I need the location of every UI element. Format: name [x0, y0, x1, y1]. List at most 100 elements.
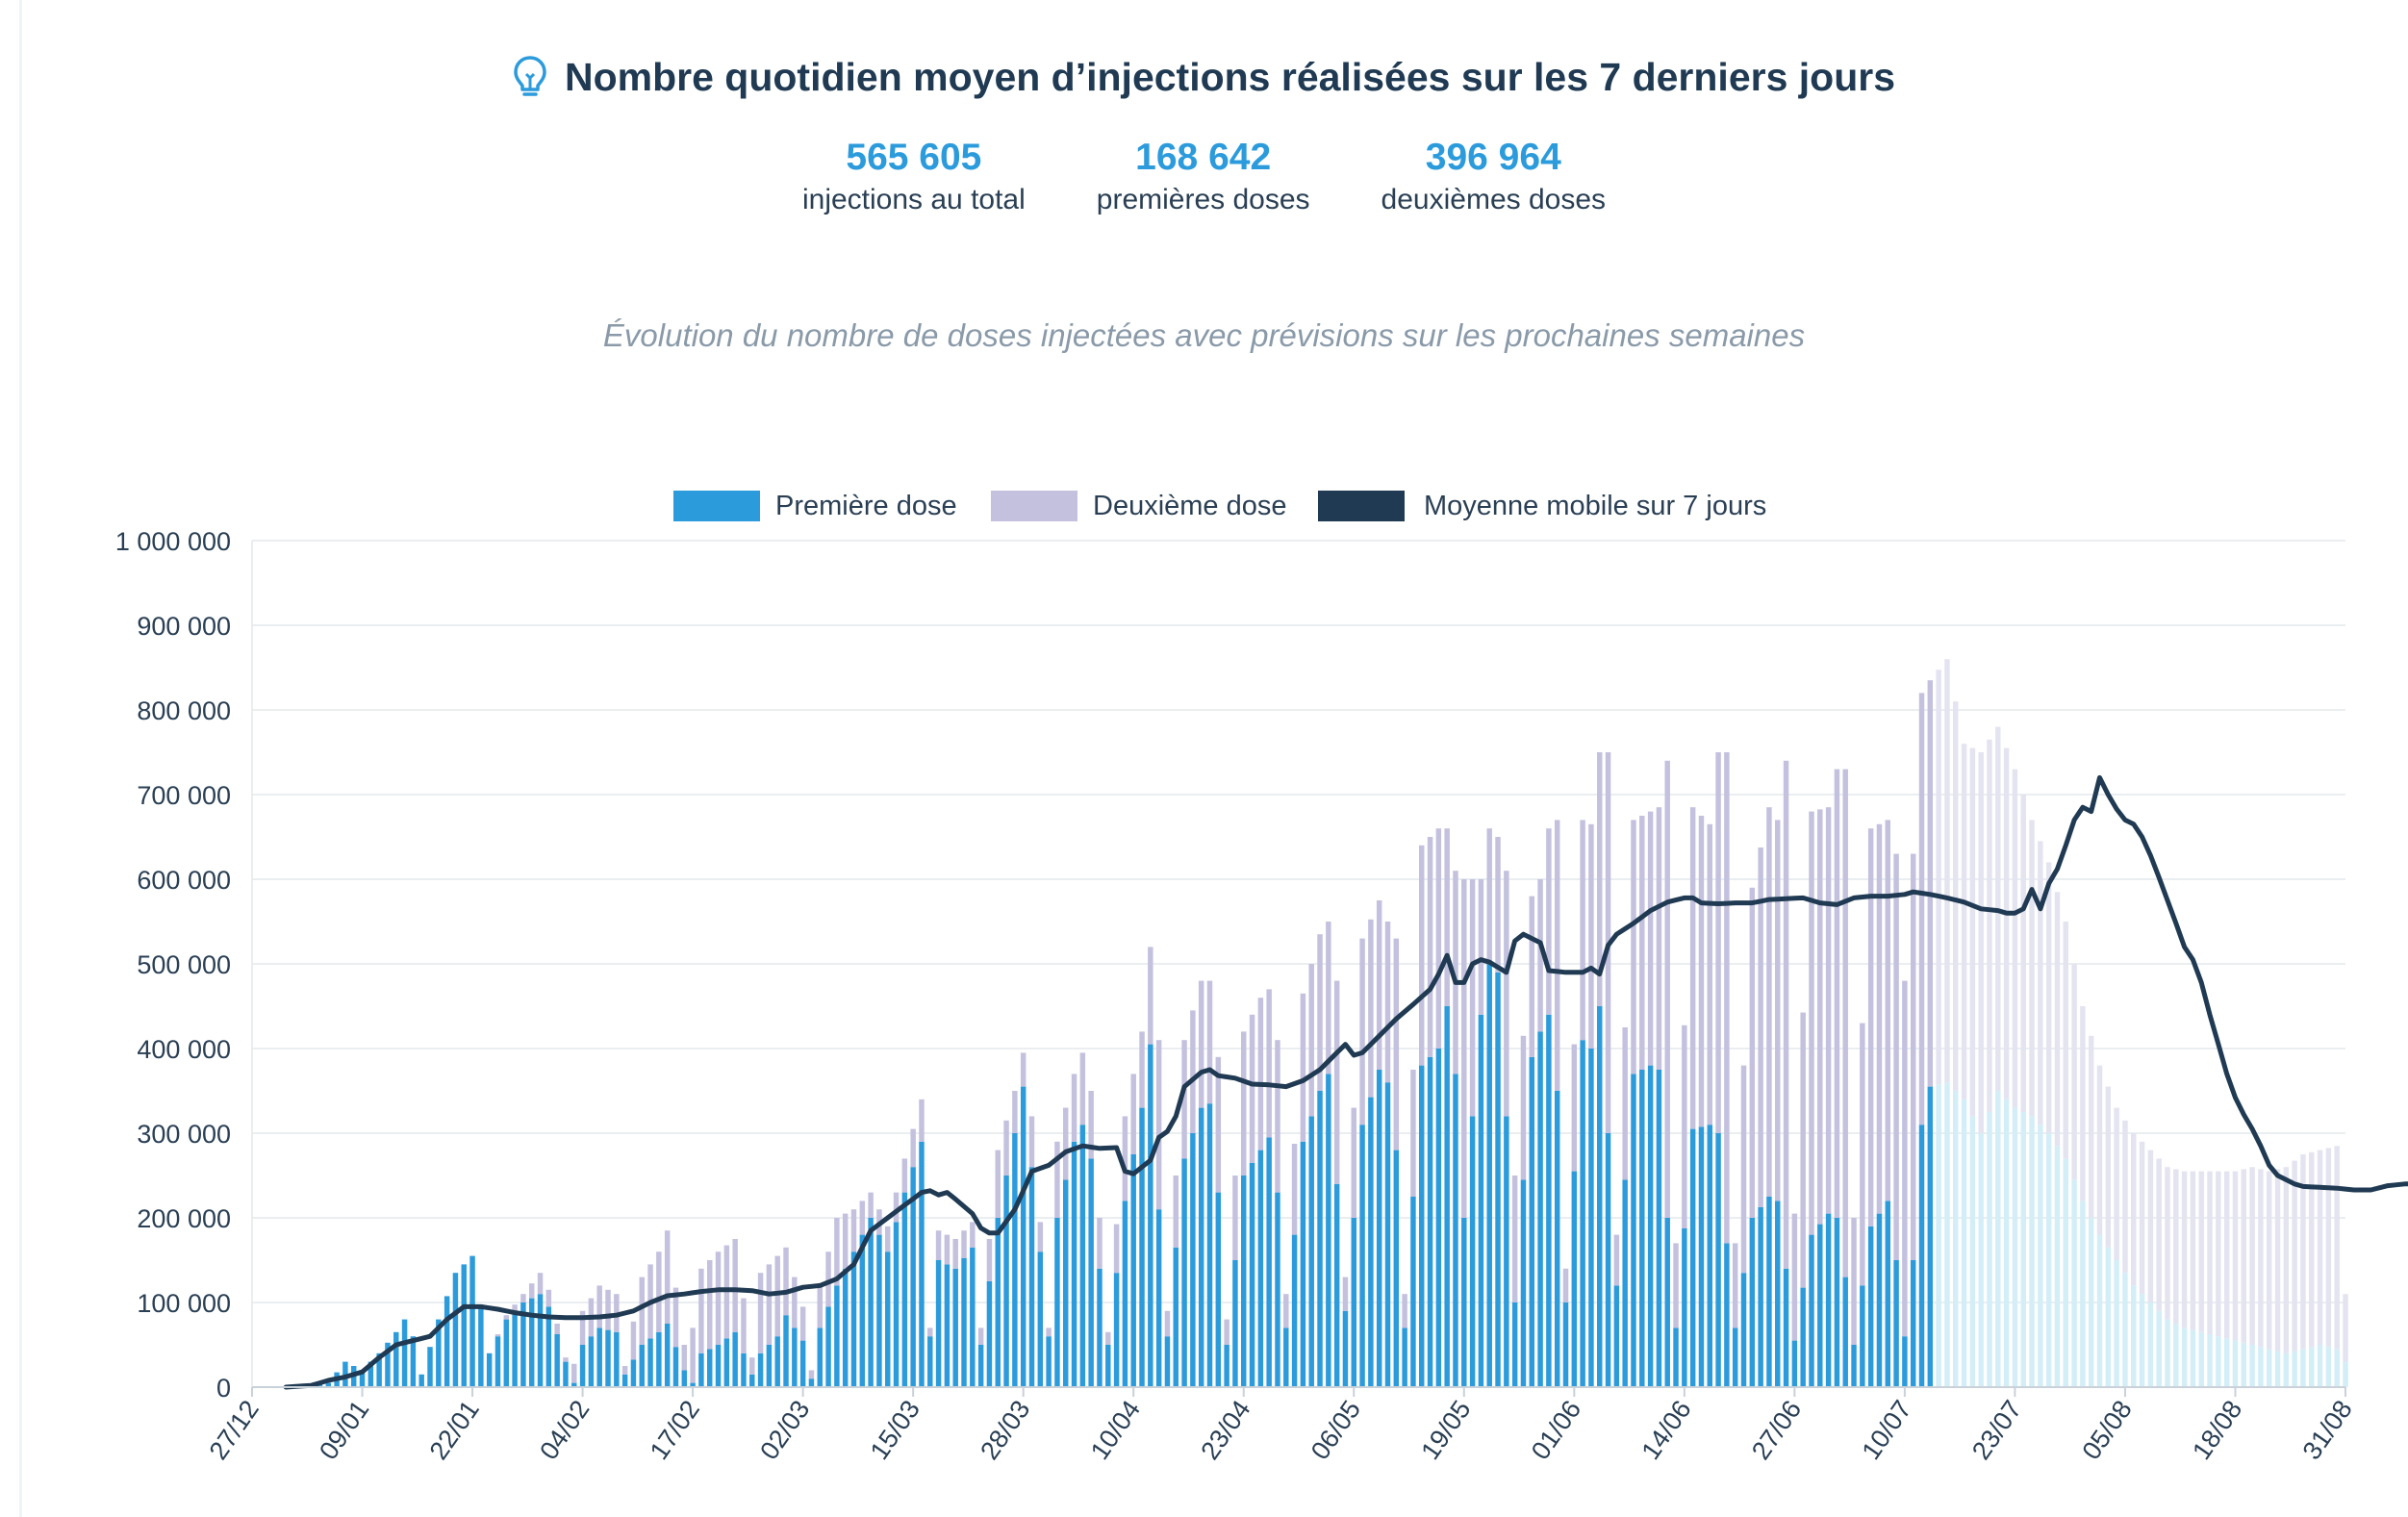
- bar-second-dose: [1037, 1222, 1044, 1252]
- lightbulb-icon: [514, 56, 546, 96]
- bar-first-dose: [1944, 1082, 1950, 1387]
- stat-first-doses: 168 642 premières doses: [1097, 135, 1310, 219]
- y-tick-label: 300 000: [137, 1120, 231, 1149]
- bar-second-dose: [1173, 1176, 1179, 1248]
- bar-first-dose: [2300, 1349, 2306, 1387]
- bar-second-dose: [1732, 1243, 1738, 1328]
- bar-first-dose: [1740, 1273, 1747, 1387]
- bar-first-dose: [1148, 1044, 1153, 1387]
- bar-first-dose: [2105, 1247, 2112, 1387]
- bar-first-dose: [1037, 1252, 1044, 1387]
- y-tick-label: 1 000 000: [115, 527, 231, 556]
- bar-second-dose: [2334, 1146, 2340, 1350]
- bar-first-dose: [1707, 1125, 1713, 1387]
- bar-second-dose: [1012, 1091, 1018, 1133]
- bar-first-dose: [2020, 1112, 2026, 1387]
- stat-second-doses-value: 396 964: [1425, 137, 1561, 178]
- bar-second-dose: [1461, 879, 1467, 1218]
- bar-second-dose: [656, 1252, 662, 1332]
- bar-first-dose: [817, 1327, 823, 1387]
- bar-first-dose: [850, 1252, 857, 1387]
- bar-second-dose: [494, 1334, 501, 1337]
- bar-second-dose: [503, 1315, 510, 1320]
- bar-first-dose: [1520, 1179, 1527, 1387]
- bar-first-dose: [1987, 1112, 1992, 1387]
- bar-first-dose: [1351, 1218, 1356, 1387]
- bar-first-dose: [868, 1218, 874, 1387]
- bar-first-dose: [1326, 1074, 1331, 1387]
- bar-first-dose: [1817, 1224, 1823, 1387]
- bar-first-dose: [2223, 1338, 2230, 1387]
- bar-first-dose: [2139, 1294, 2145, 1387]
- bar-first-dose: [537, 1294, 544, 1387]
- x-tick-label: 27/12: [204, 1395, 265, 1465]
- y-tick-label: 800 000: [137, 696, 231, 725]
- y-tick-label: 700 000: [137, 781, 231, 810]
- x-tick-label: 23/04: [1195, 1395, 1255, 1465]
- bar-first-dose: [588, 1336, 595, 1387]
- bar-first-dose: [1842, 1277, 1848, 1387]
- stats-row: 565 605 injections au total 168 642 prem…: [0, 135, 2408, 219]
- bar-first-dose: [1257, 1150, 1264, 1387]
- bar-first-dose: [2325, 1347, 2332, 1387]
- bar-first-dose: [1647, 1065, 1654, 1387]
- bar-second-dose: [1266, 989, 1272, 1138]
- bar-first-dose: [478, 1304, 484, 1387]
- bar-second-dose: [2343, 1294, 2348, 1362]
- bar-first-dose: [1342, 1310, 1349, 1387]
- bar-second-dose: [1961, 744, 1967, 1100]
- panel-left-border: [19, 0, 22, 1517]
- bar-second-dose: [1893, 853, 1899, 1260]
- bar-first-dose: [317, 1384, 323, 1387]
- stat-total-value: 565 605: [846, 137, 982, 178]
- bar-second-dose: [664, 1230, 671, 1324]
- bar-first-dose: [1783, 1268, 1789, 1387]
- bar-second-dose: [2300, 1154, 2306, 1350]
- bar-first-dose: [986, 1281, 993, 1387]
- bar-second-dose: [1241, 1031, 1247, 1176]
- bar-second-dose: [868, 1192, 874, 1218]
- bar-second-dose: [1283, 1294, 1289, 1328]
- bar-second-dose: [1715, 752, 1721, 1133]
- bar-second-dose: [2325, 1148, 2332, 1348]
- bar-first-dose: [1978, 1133, 1984, 1387]
- moving-average-line: [283, 774, 2408, 1390]
- bar-first-dose: [1317, 1091, 1323, 1387]
- bar-first-dose: [901, 1192, 908, 1387]
- bar-first-dose: [1079, 1125, 1086, 1387]
- bar-first-dose: [1885, 1201, 1891, 1387]
- bar-first-dose: [1113, 1273, 1120, 1387]
- bar-first-dose: [2181, 1327, 2188, 1387]
- bar-first-dose: [1902, 1336, 1908, 1387]
- bar-first-dose: [935, 1260, 942, 1387]
- bar-second-dose: [1800, 1012, 1806, 1288]
- bar-first-dose: [2045, 1133, 2052, 1387]
- bar-second-dose: [1969, 747, 1976, 1117]
- bar-second-dose: [1300, 993, 1306, 1142]
- bar-second-dose: [808, 1370, 815, 1379]
- bar-second-dose: [977, 1327, 984, 1345]
- bar-first-dose: [2283, 1353, 2290, 1387]
- bar-first-dose: [698, 1353, 704, 1387]
- bar-second-dose: [2080, 1006, 2086, 1201]
- bar-first-dose: [893, 1222, 900, 1387]
- bar-first-dose: [1444, 1006, 1450, 1387]
- bar-first-dose: [436, 1319, 442, 1387]
- bar-second-dose: [986, 1239, 993, 1281]
- bar-second-dose: [1580, 820, 1585, 1041]
- bar-first-dose: [1071, 1141, 1077, 1387]
- bar-first-dose: [766, 1345, 773, 1387]
- bar-second-dose: [2274, 1169, 2281, 1352]
- bar-first-dose: [2334, 1349, 2340, 1387]
- bar-second-dose: [1918, 693, 1925, 1125]
- bar-first-dose: [2198, 1331, 2204, 1387]
- bar-second-dose: [1097, 1218, 1103, 1269]
- bar-second-dose: [1664, 760, 1670, 1218]
- bar-first-dose: [1588, 1049, 1594, 1387]
- bar-second-dose: [2258, 1169, 2264, 1348]
- bar-second-dose: [2198, 1171, 2204, 1332]
- bar-second-dose: [732, 1239, 738, 1332]
- bar-first-dose: [1012, 1133, 1018, 1387]
- bar-second-dose: [842, 1213, 849, 1269]
